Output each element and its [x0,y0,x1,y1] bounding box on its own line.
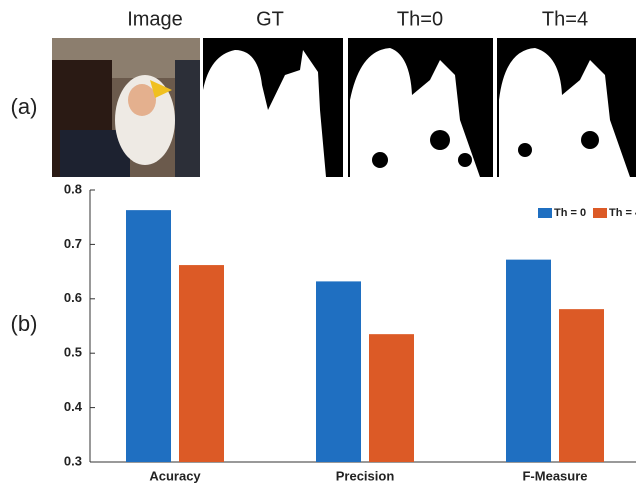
x-tick-label: Precision [336,468,395,483]
bar [179,265,224,462]
legend-swatch [538,208,552,218]
y-tick-label: 0.8 [64,181,82,196]
y-tick-label: 0.4 [64,399,83,414]
panel-label: (a) [11,94,38,119]
legend-label: Th = 0 [554,207,586,219]
gt-mask [203,38,343,177]
image-title: Th=0 [397,8,443,30]
th0-mask [348,38,493,177]
figure: Image GT Th=0 Th=4 (a) (b) 0.30.40.50.60… [0,0,636,487]
legend-label: Th = 4 [609,207,636,219]
th4-mask [497,38,636,177]
bar [559,309,604,462]
x-tick-label: F-Measure [522,468,587,483]
y-tick-label: 0.3 [64,453,82,468]
bar [126,210,171,462]
y-tick-label: 0.7 [64,236,82,251]
image-title: Th=4 [542,8,588,30]
x-tick-label: Acuracy [149,468,201,483]
photo [52,38,200,177]
panel-label: (b) [11,311,38,336]
y-tick-label: 0.6 [64,290,82,305]
y-tick-label: 0.5 [64,345,82,360]
bar-chart: 0.3 0.4 0.5 0.6 0.7 0.8 Acuracy Precision F-Meas… [64,181,636,483]
image-title: Image [127,8,183,30]
bar [506,260,551,462]
bar [316,281,361,462]
image-title: GT [256,8,284,30]
bar [369,334,414,462]
legend-swatch [593,208,607,218]
